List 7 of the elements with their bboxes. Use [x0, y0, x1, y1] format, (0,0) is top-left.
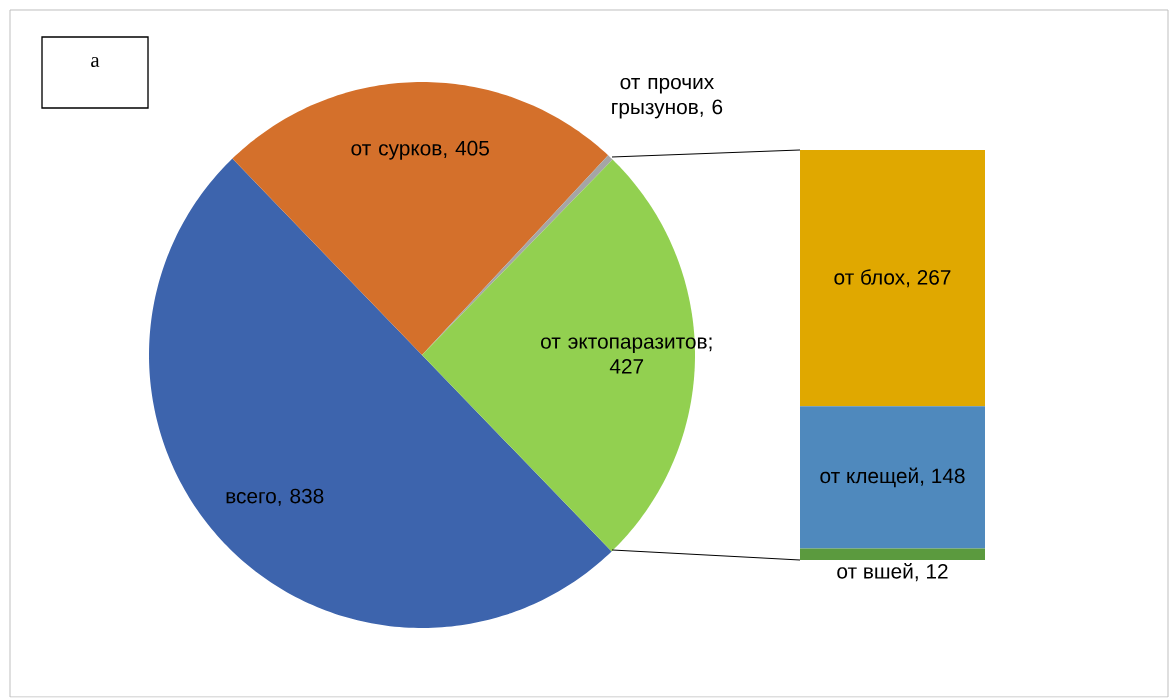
data-label: от блох, 267 [834, 269, 951, 288]
data-label: всего, 838 [226, 488, 324, 506]
data-label: от прочих грызунов, 6 [612, 77, 723, 119]
data-label: от сурков, 405 [351, 140, 489, 160]
text: а [91, 57, 100, 67]
data-label: от вшей, 12 [837, 562, 948, 582]
data-label: от клещей, 148 [820, 467, 965, 488]
